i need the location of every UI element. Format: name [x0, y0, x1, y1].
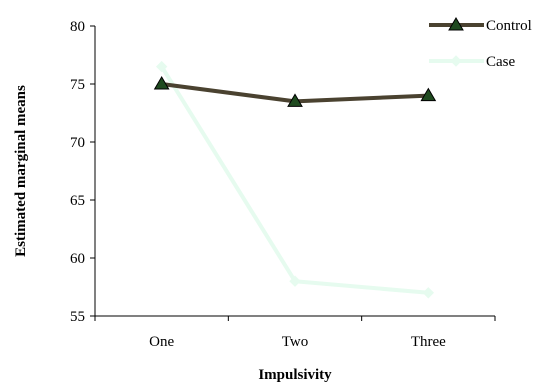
legend-marker-control	[448, 17, 464, 31]
legend-label-case: Case	[486, 54, 516, 70]
x-tick-label: One	[149, 334, 174, 350]
series-control-point	[287, 93, 303, 107]
y-axis: 55 60 65 70 75 80	[70, 19, 96, 325]
y-tick-label: 80	[70, 19, 85, 35]
series-control-point	[153, 76, 170, 90]
y-tick-label: 75	[70, 77, 85, 93]
series-case	[155, 60, 435, 299]
series-control-point	[420, 87, 437, 102]
x-tick-label: Two	[282, 334, 308, 350]
legend-label-control: Control	[486, 18, 532, 34]
series-case-point	[289, 275, 301, 287]
y-tick-label: 65	[70, 193, 85, 209]
legend-item-control: Control	[429, 17, 532, 34]
x-tick-label: Three	[411, 334, 446, 350]
legend-marker-case	[450, 55, 462, 67]
series-layer	[153, 60, 437, 299]
legend-item-case: Case	[429, 54, 516, 70]
series-control	[153, 76, 437, 107]
y-tick-label: 70	[70, 135, 85, 151]
y-axis-title: Estimated marginal means	[13, 85, 29, 257]
x-axis: One Two Three	[94, 315, 496, 350]
series-case-point	[155, 60, 168, 73]
y-tick-label: 55	[70, 309, 85, 325]
y-tick-label: 60	[70, 251, 85, 267]
x-axis-title: Impulsivity	[258, 367, 332, 382]
series-case-point	[422, 287, 435, 299]
legend: Control Case	[429, 17, 532, 70]
